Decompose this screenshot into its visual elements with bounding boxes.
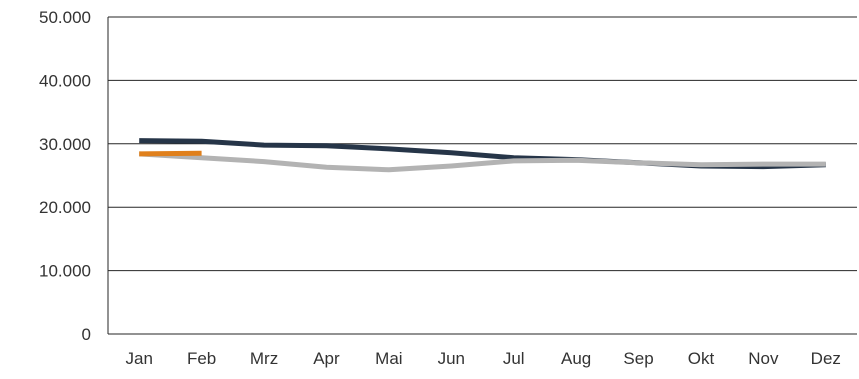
y-tick-label: 40.000: [39, 71, 91, 90]
series-line-3: [139, 150, 202, 157]
series-lines: [139, 138, 826, 173]
x-tick-label: Sep: [623, 349, 653, 368]
y-tick-label: 30.000: [39, 135, 91, 154]
axes: [107, 17, 857, 335]
y-tick-label: 50.000: [39, 8, 91, 27]
x-tick-label: Mai: [375, 349, 402, 368]
y-tick-label: 20.000: [39, 198, 91, 217]
x-tick-label: Jun: [438, 349, 465, 368]
x-tick-label: Jul: [503, 349, 525, 368]
y-axis-ticks: 0 10.000 20.000 30.000 40.000 50.000: [39, 8, 91, 344]
x-tick-label: Jan: [125, 349, 152, 368]
y-tick-label: 10.000: [39, 262, 91, 281]
series-line-2: [139, 151, 826, 173]
x-tick-label: Nov: [748, 349, 779, 368]
x-tick-label: Mrz: [250, 349, 278, 368]
x-tick-label: Apr: [313, 349, 340, 368]
x-tick-label: Okt: [688, 349, 715, 368]
x-tick-label: Dez: [811, 349, 841, 368]
x-axis-ticks: Jan Feb Mrz Apr Mai Jun Jul Aug Sep Okt Nov Dez: [125, 349, 840, 368]
x-tick-label: Feb: [187, 349, 216, 368]
y-tick-label: 0: [82, 325, 91, 344]
x-tick-label: Aug: [561, 349, 591, 368]
